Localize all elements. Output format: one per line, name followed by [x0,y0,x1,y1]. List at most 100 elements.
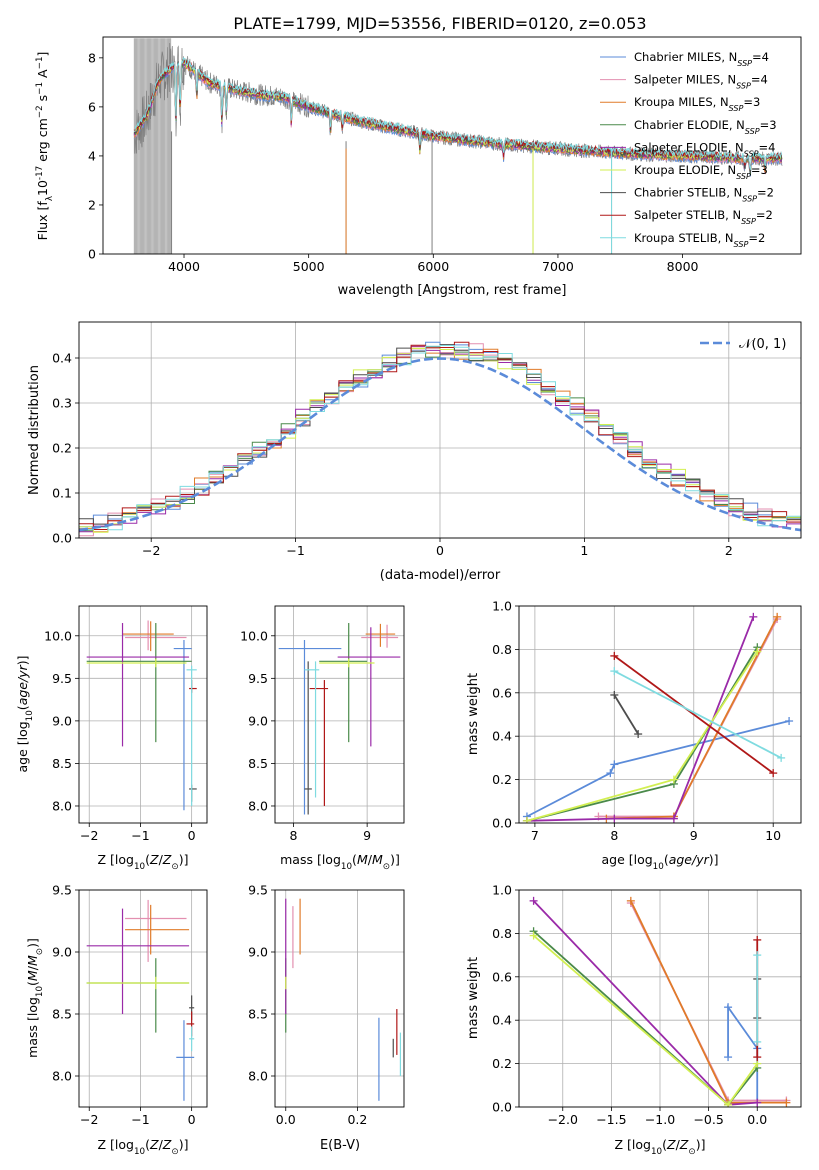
y-tick-label: 0.6 [492,685,512,700]
label-fragment: ( [352,852,357,867]
label-fragment: SSP [744,149,759,158]
x-tick-label: 8 [610,828,618,843]
x-tick-label: −2.0 [548,1112,578,1127]
y-tick-label: 10.0 [44,628,72,643]
label-fragment: M [372,852,383,867]
label-fragment: =3 [751,163,768,177]
label-fragment: Z [162,1137,172,1152]
plot-area [79,341,801,537]
axes-frame [274,889,405,1108]
y-axis-label: Normed distribution [27,365,42,495]
label-fragment: Z [log [615,1137,651,1152]
x-axis-label: (data-model)/error [380,568,501,583]
plot-area [133,38,783,254]
plot-area [522,612,794,823]
label-fragment: )] [15,655,30,665]
y-axis-label: mass [log10(M/M⊙)] [25,938,45,1058]
label-fragment: Z [666,1137,676,1152]
label-fragment: Chabrier MILES, N [634,50,737,64]
label-fragment: ⊙ [171,862,178,872]
label-fragment: SSP [729,104,744,113]
axes-frame [102,36,802,255]
label-fragment: ( [25,981,40,986]
y-tick-label: 9.0 [248,713,268,728]
x-axis-label: Z [log10(Z/Z⊙)] [98,852,189,872]
label-fragment: )] [696,1137,706,1152]
label-fragment: SSP [737,59,752,68]
x-tick-label: 9 [690,828,698,843]
y-tick-label: 0.0 [492,1100,512,1115]
axes-frame [78,889,208,1108]
axes-frame [274,605,405,824]
legend-label: Salpeter STELIB, NSSP=2 [634,208,773,226]
axes-residuals: −2 −1 0 1 2 0.0 0.1 0.2 0.3 0.4 𝒩(0, 1) (data-model… [27,321,802,583]
x-tick-label: 7000 [542,259,574,274]
label-fragment: Z [162,852,172,867]
label-fragment: λ [45,196,55,201]
x-tick-label: 0.0 [747,1112,767,1127]
y-tick-label: 0.1 [52,486,72,501]
x-tick-label: 8000 [667,259,699,274]
x-tick-label: −2 [80,1112,98,1127]
label-fragment: =2 [756,208,773,222]
label-fragment: -17 [35,166,45,180]
label-fragment: ⊙ [383,862,390,872]
series-line [613,670,782,759]
label-fragment: SSP [736,81,751,90]
axes-age-vs-Z: −2 −1 08.08.59.09.510.0Z [log10(Z/Z⊙)]age … [15,605,208,872]
label-fragment: s [35,95,50,106]
label-fragment: =3 [760,118,777,132]
label-fragment: / [676,1137,681,1152]
figure-title: PLATE=1799, MJD=53556, FIBERID=0120, z=0… [233,14,646,33]
label-fragment: =2 [757,186,774,200]
series-line [526,616,755,822]
legend-label: Chabrier MILES, NSSP=4 [634,50,769,68]
x-tick-label: 5000 [293,259,325,274]
label-fragment: age/yr [15,664,30,705]
label-fragment: SSP [745,126,760,135]
histogram-step [79,345,801,531]
legend-label: Salpeter ELODIE, NSSP=4 [634,140,775,158]
y-tick-label: 1.0 [492,599,512,614]
x-tick-label: 8 [289,828,297,843]
label-fragment: / [159,1137,164,1152]
label-fragment: / [159,852,164,867]
label-fragment: =2 [748,231,765,245]
y-axis-label: mass weight [466,673,481,755]
axes-frame [518,605,802,824]
label-fragment: ( [662,1137,667,1152]
label-fragment: SSP [736,172,751,181]
x-tick-label: −1.5 [596,1112,626,1127]
x-tick-label: 4000 [168,259,200,274]
y-tick-label: 0.8 [492,926,512,941]
axes-spectrum: 4000 5000 6000 7000 8000 0 2 4 6 8 Chabrier MILES,… [35,36,802,298]
x-axis-label: E(B-V) [320,1138,360,1153]
y-tick-label: 6 [88,99,96,114]
gaussian-curve [79,357,801,532]
x-tick-label: 7 [531,828,539,843]
x-tick-label: −1 [286,543,304,558]
y-tick-label: 0.3 [52,396,72,411]
plot-area [529,896,791,1107]
series-line [613,694,639,735]
y-tick-label: 0.4 [52,351,72,366]
y-tick-label: 9.0 [52,945,72,960]
label-fragment: Kroupa ELODIE, N [634,163,736,177]
y-tick-label: 8.5 [248,1007,268,1022]
label-fragment: Z [149,1137,159,1152]
y-tick-label: 0.2 [492,772,512,787]
y-tick-label: 4 [88,148,96,163]
label-fragment: 10 [35,986,45,997]
x-tick-label: 1 [580,543,588,558]
legend-label: Kroupa STELIB, NSSP=2 [634,231,765,249]
label-fragment: Salpeter MILES, N [634,73,736,87]
y-tick-label: 9.5 [52,671,72,686]
label-fragment: age [log [601,852,652,867]
y-tick-label: 0.6 [492,969,512,984]
label-fragment: Salpeter STELIB, N [634,208,741,222]
series-line [613,655,774,774]
